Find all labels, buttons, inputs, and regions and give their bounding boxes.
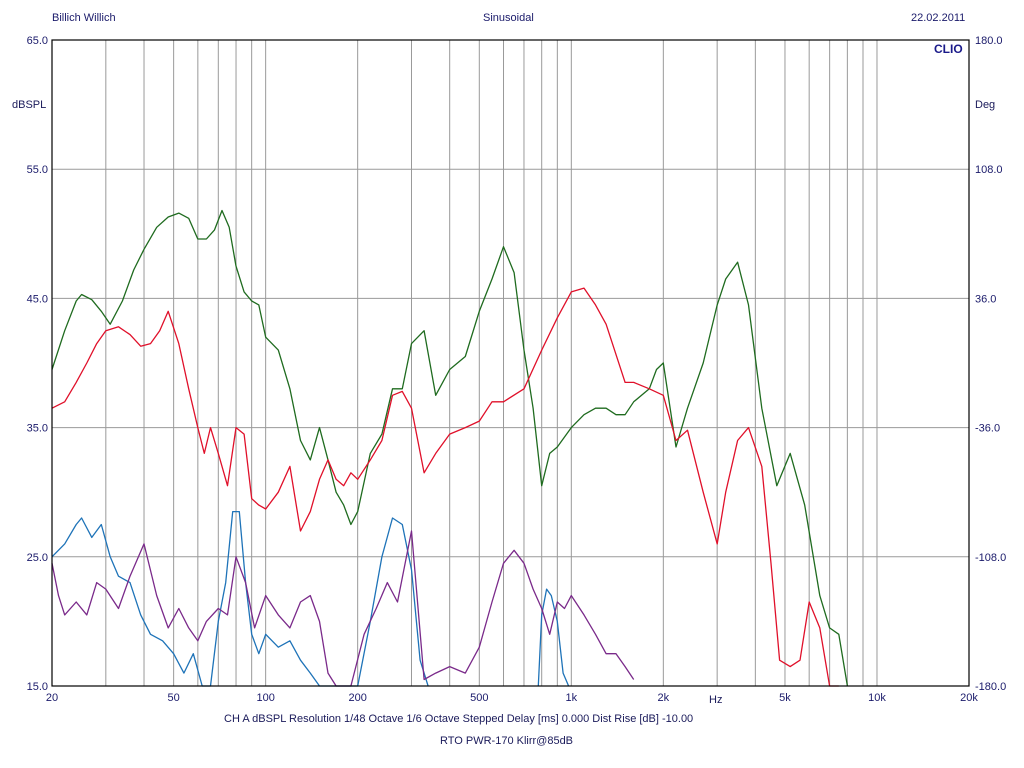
y-tick-label: 25.0: [27, 552, 48, 564]
series-line-3: [51, 510, 429, 687]
y2-tick-label: -180.0: [975, 681, 1006, 693]
x-tick-label: 10k: [868, 692, 886, 704]
y-tick-label: 15.0: [27, 681, 48, 693]
y2-tick-label: -36.0: [975, 423, 1000, 435]
y-tick-label: 45.0: [27, 293, 48, 305]
plot-frame: [51, 39, 970, 687]
series-line-1: [51, 209, 849, 687]
y-tick-label: 55.0: [27, 164, 48, 176]
y-tick-label: 35.0: [27, 423, 48, 435]
series-line-4: [537, 588, 570, 687]
clio-brand-logo: CLIO: [934, 42, 963, 56]
header-author: Billich Willich: [52, 12, 116, 24]
y2-tick-label: 108.0: [975, 164, 1003, 176]
x-axis-label: Hz: [709, 694, 723, 706]
x-tick-label: 2k: [658, 692, 670, 704]
x-tick-label: 500: [470, 692, 488, 704]
y-axis-label: dBSPL: [12, 99, 47, 111]
header-mode: Sinusoidal: [483, 12, 534, 24]
y2-tick-label: -108.0: [975, 552, 1006, 564]
x-tick-label: 5k: [779, 692, 791, 704]
header-date: 22.02.2011: [911, 12, 966, 24]
x-tick-label: 20: [46, 692, 58, 704]
footer-settings: CH A dBSPL Resolution 1/48 Octave 1/6 Oc…: [224, 713, 694, 725]
y2-axis-label: Deg: [975, 99, 996, 111]
x-tick-label: 200: [348, 692, 366, 704]
series-line-2: [51, 287, 839, 687]
footer-title: RTO PWR-170 Klirr@85dB: [440, 735, 574, 747]
x-tick-label: 50: [168, 692, 180, 704]
y2-tick-label: 180.0: [975, 35, 1003, 47]
x-tick-label: 1k: [566, 692, 578, 704]
y-tick-label: 65.0: [27, 35, 48, 47]
x-tick-label: 100: [256, 692, 274, 704]
x-tick-label: 20k: [960, 692, 978, 704]
y2-tick-label: 36.0: [975, 293, 996, 305]
